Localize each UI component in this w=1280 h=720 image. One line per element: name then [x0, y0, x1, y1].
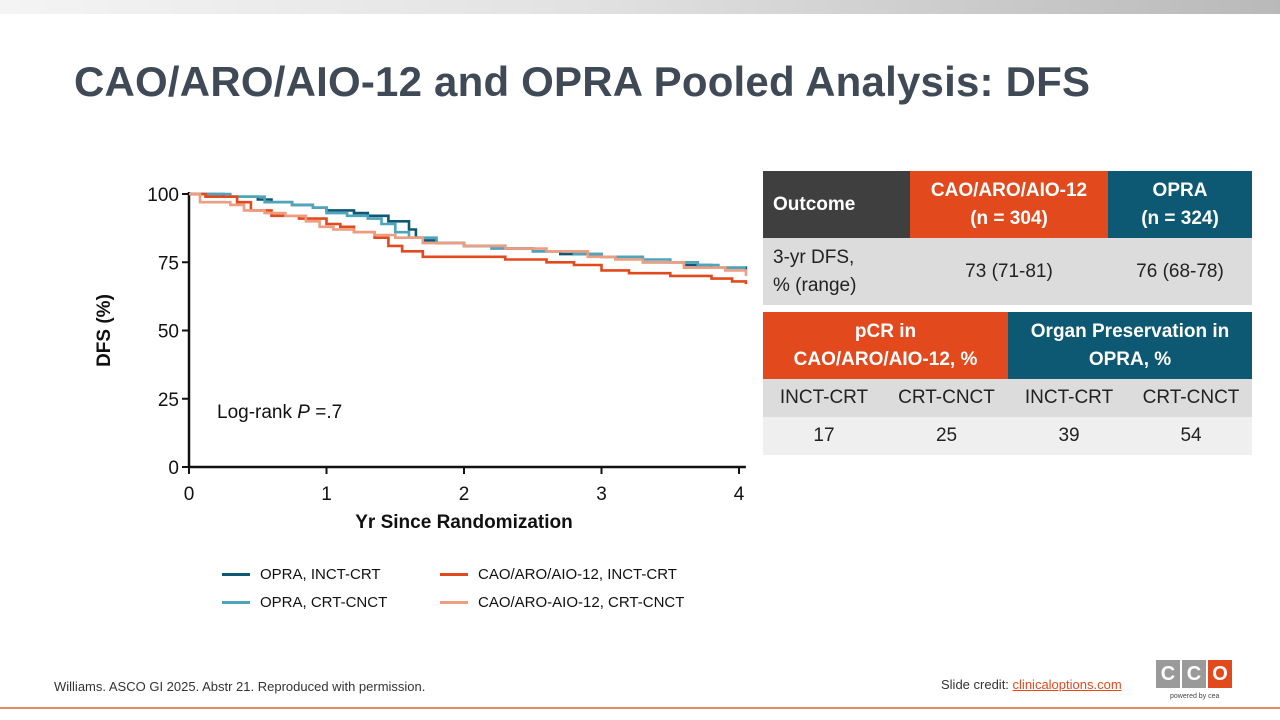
- cell-cao-dfs: 73 (71-81): [965, 260, 1053, 282]
- legend-item-opra-crt: OPRA, CRT-CNCT: [222, 594, 387, 611]
- series-line-3: [189, 192, 748, 276]
- x-tick-label: 3: [596, 484, 607, 505]
- logo-letter: O: [1208, 660, 1232, 688]
- dfs-table: Outcome CAO/ARO/AIO-12 (n = 304) OPRA (n…: [763, 171, 1252, 305]
- header-cao-line1: CAO/ARO/AIO-12: [930, 179, 1088, 201]
- logrank-annotation: Log-rank P =.7: [217, 402, 342, 423]
- x-tick-label: 4: [734, 484, 745, 505]
- header-cao-line2: (n = 304): [970, 207, 1048, 229]
- legend-swatch: [440, 573, 468, 576]
- x-axis-title: Yr Since Randomization: [355, 512, 572, 533]
- dfs-table-row: 3-yr DFS, % (range) 73 (71-81) 76 (68-78…: [763, 238, 1252, 305]
- pcr-op-header-row: pCR in CAO/ARO/AIO-12, % Organ Preservat…: [763, 312, 1253, 379]
- header-opra: OPRA (n = 324): [1108, 171, 1252, 238]
- y-tick-label: 25: [158, 390, 179, 411]
- subheader-cell: CRT-CNCT: [898, 387, 995, 408]
- legend-swatch: [222, 601, 250, 604]
- logrank-prefix: Log-rank: [217, 402, 297, 423]
- slide-title: CAO/ARO/AIO-12 and OPRA Pooled Analysis:…: [74, 58, 1091, 105]
- chart-legend: OPRA, INCT-CRT OPRA, CRT-CNCT CAO/ARO/AI…: [222, 566, 742, 622]
- header-opra-line1: OPRA: [1152, 179, 1208, 201]
- legend-label: CAO/ARO-AIO-12, CRT-CNCT: [478, 594, 685, 611]
- logo-tagline: powered by cea: [1170, 693, 1220, 700]
- value-cell: 17: [813, 425, 835, 446]
- legend-item-opra-inct: OPRA, INCT-CRT: [222, 566, 381, 583]
- citation: Williams. ASCO GI 2025. Abstr 21. Reprod…: [54, 679, 426, 694]
- subheader-cell: INCT-CRT: [1024, 387, 1114, 408]
- header-op-line2: OPRA, %: [1088, 348, 1172, 370]
- logrank-p: P: [297, 402, 310, 423]
- header-pcr: pCR in CAO/ARO/AIO-12, %: [763, 312, 1009, 379]
- chart-axes: 0 25 50 75 100 0 1 2 3 4 Yr Since Randomization DFS…: [94, 185, 746, 533]
- legend-swatch: [440, 601, 468, 604]
- header-outcome: Outcome: [763, 171, 910, 238]
- y-tick-label: 0: [168, 458, 179, 479]
- legend-label: OPRA, INCT-CRT: [260, 566, 381, 583]
- y-axis-title: DFS (%): [94, 294, 115, 367]
- slide-credit-prefix: Slide credit:: [941, 677, 1013, 692]
- row-label: 3-yr DFS, % (range): [763, 238, 910, 305]
- x-tick-label: 2: [459, 484, 470, 505]
- legend-swatch: [222, 573, 250, 576]
- subheader-cell: INCT-CRT: [779, 387, 869, 408]
- x-tick-label: 1: [321, 484, 332, 505]
- legend-item-cao-inct: CAO/ARO/AIO-12, INCT-CRT: [440, 566, 677, 583]
- pcr-op-table: pCR in CAO/ARO/AIO-12, % Organ Preservat…: [763, 312, 1253, 455]
- km-chart: 0 25 50 75 100 0 1 2 3 4 Yr Since Randomization DFS…: [94, 185, 748, 533]
- top-gradient-band: [0, 0, 1280, 14]
- header-organ-preservation: Organ Preservation in OPRA, %: [1008, 312, 1253, 379]
- y-tick-label: 75: [158, 253, 179, 274]
- logo-letter: C: [1156, 660, 1180, 688]
- cell-opra-dfs: 76 (68-78): [1136, 260, 1224, 282]
- pcr-op-subheader-row: INCT-CRT CRT-CNCT INCT-CRT CRT-CNCT: [763, 379, 1253, 417]
- logo-letter: C: [1182, 660, 1206, 688]
- header-op-line1: Organ Preservation in: [1030, 320, 1230, 342]
- legend-item-cao-crt: CAO/ARO-AIO-12, CRT-CNCT: [440, 594, 684, 611]
- legend-label: CAO/ARO/AIO-12, INCT-CRT: [478, 566, 677, 583]
- clinicaloptions-link[interactable]: clinicaloptions.com: [1012, 677, 1122, 692]
- cco-logo: C C O powered by cea: [1156, 660, 1234, 704]
- row-label-line1: 3-yr DFS,: [773, 246, 855, 268]
- value-cell: 39: [1058, 425, 1080, 446]
- y-tick-label: 100: [147, 185, 179, 206]
- chart-series: [189, 192, 748, 285]
- row-label-line2: % (range): [773, 274, 857, 296]
- legend-label: OPRA, CRT-CNCT: [260, 594, 388, 611]
- y-tick-label: 50: [158, 322, 179, 343]
- dfs-table-header-row: Outcome CAO/ARO/AIO-12 (n = 304) OPRA (n…: [763, 171, 1252, 238]
- value-cell: 54: [1180, 425, 1202, 446]
- header-cao: CAO/ARO/AIO-12 (n = 304): [910, 171, 1108, 238]
- x-tick-label: 0: [184, 484, 195, 505]
- series-line-2: [189, 192, 748, 285]
- header-pcr-line1: pCR in: [854, 320, 917, 342]
- bottom-rule: [0, 707, 1280, 709]
- header-opra-line2: (n = 324): [1141, 207, 1219, 229]
- logrank-suffix: =.7: [310, 402, 342, 423]
- slide-credit: Slide credit: clinicaloptions.com: [941, 677, 1122, 692]
- pcr-op-values-row: 17 25 39 54: [763, 417, 1253, 455]
- header-outcome-text: Outcome: [773, 193, 856, 215]
- value-cell: 25: [935, 425, 958, 446]
- header-pcr-line2: CAO/ARO/AIO-12, %: [793, 348, 978, 370]
- subheader-cell: CRT-CNCT: [1142, 387, 1240, 408]
